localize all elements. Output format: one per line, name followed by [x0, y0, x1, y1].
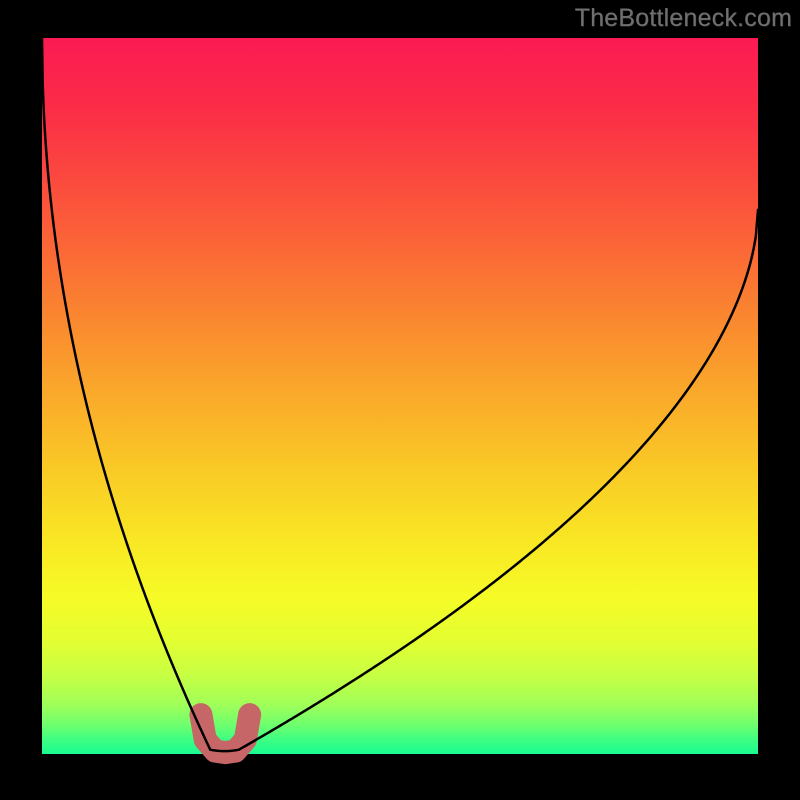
- gradient-plot-area: [42, 38, 758, 754]
- chart-stage: TheBottleneck.com: [0, 0, 800, 800]
- watermark-text: TheBottleneck.com: [575, 4, 792, 33]
- bottleneck-chart: [0, 0, 800, 800]
